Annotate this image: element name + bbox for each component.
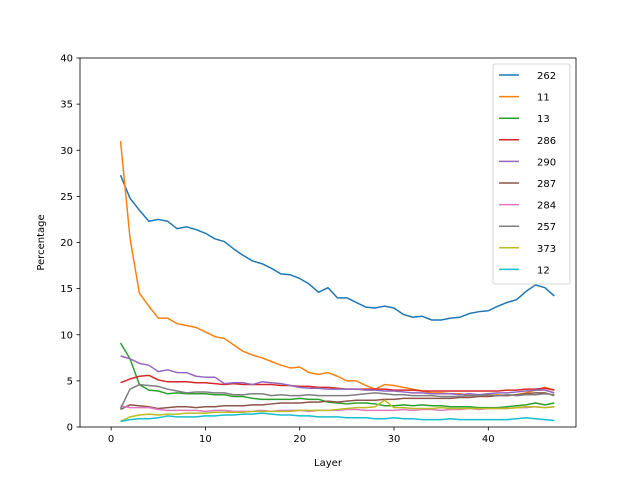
- series-line-12: [120, 412, 555, 423]
- y-axis-label: Percentage: [36, 214, 47, 270]
- y-tick-label: 30: [60, 146, 73, 157]
- series-line-262: [119, 174, 555, 321]
- y-tick-label: 0: [67, 423, 73, 434]
- y-tick-label: 15: [60, 284, 73, 295]
- legend-label-373: 373: [537, 244, 556, 255]
- series-line-13: [119, 342, 555, 409]
- series-line-11: [119, 140, 555, 397]
- x-tick-label: 0: [108, 434, 114, 445]
- legend-label-257: 257: [537, 222, 556, 233]
- series-line-290: [120, 355, 555, 396]
- legend-label-286: 286: [537, 136, 556, 147]
- y-tick-label: 20: [60, 238, 73, 249]
- legend-label-11: 11: [537, 93, 550, 104]
- x-tick-label: 10: [199, 434, 212, 445]
- legend-label-12: 12: [537, 265, 550, 276]
- y-tick-label: 5: [67, 376, 73, 387]
- legend-label-13: 13: [537, 114, 550, 125]
- y-tick-label: 25: [60, 192, 73, 203]
- plot-area-frame: [79, 57, 577, 428]
- legend-label-290: 290: [537, 157, 556, 168]
- series-line-286: [120, 374, 555, 392]
- legend-label-262: 262: [537, 71, 556, 82]
- series-line-287: [120, 392, 555, 411]
- legend: 262 11 13 286 290 287 284 257 373 12: [492, 63, 571, 285]
- x-axis-label: Layer: [314, 458, 343, 469]
- series-line-257: [119, 383, 555, 409]
- axis-ticks: 0 10 20 30 40 0 5 10 15 20 25 30 35 40: [60, 54, 494, 446]
- series-lines: [119, 140, 555, 423]
- x-tick-label: 30: [388, 434, 401, 445]
- legend-box: [492, 63, 571, 285]
- y-tick-label: 40: [60, 54, 73, 65]
- legend-label-287: 287: [537, 179, 556, 190]
- series-line-373: [120, 399, 555, 423]
- x-tick-label: 20: [293, 434, 306, 445]
- y-tick-label: 10: [60, 330, 73, 341]
- x-tick-label: 40: [482, 434, 495, 445]
- legend-label-284: 284: [537, 201, 556, 212]
- y-tick-label: 35: [60, 100, 73, 111]
